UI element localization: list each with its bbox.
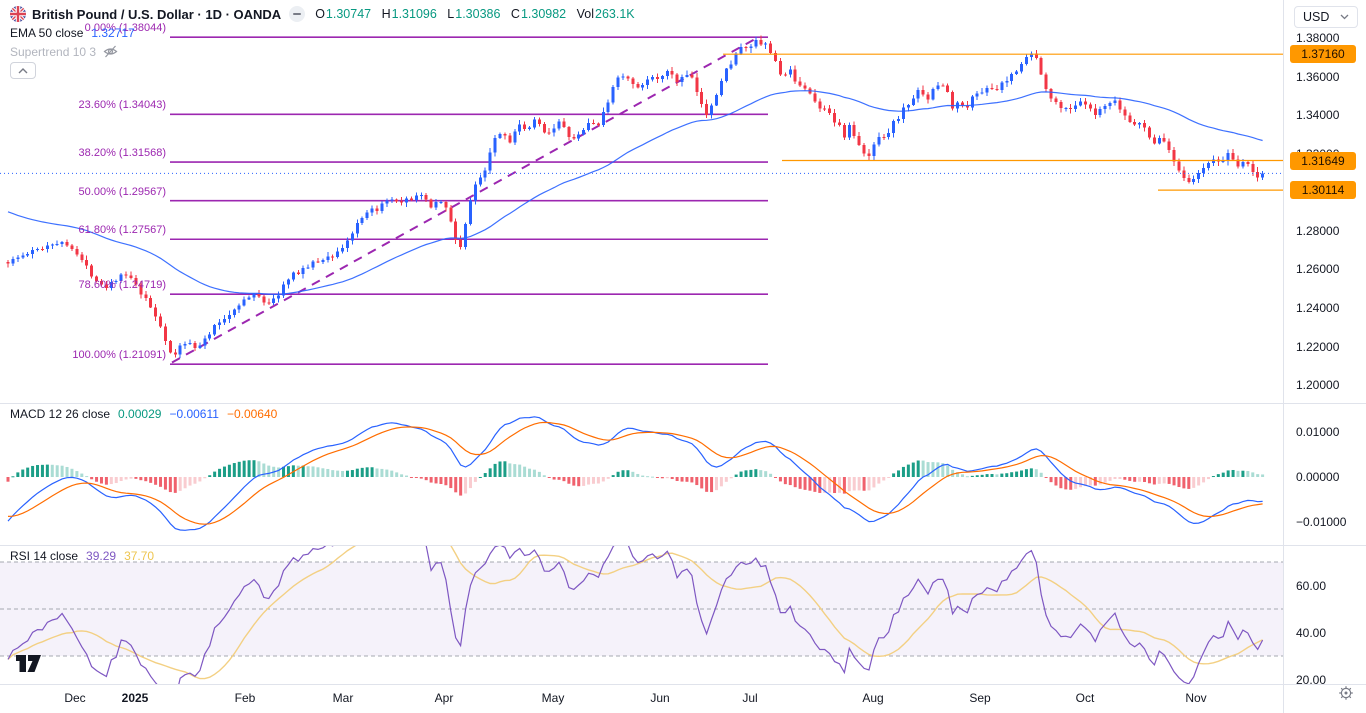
chevron-down-icon [1340,14,1349,20]
close-value: 1.30982 [520,7,567,21]
macd-tick-label: 0.01000 [1296,425,1340,439]
rsi-tick-label: 60.00 [1296,578,1327,593]
currency-selector[interactable]: USD [1294,6,1358,28]
low-value: 1.30386 [455,7,501,21]
high-label: H [381,7,391,21]
open-label: O [315,7,325,21]
rsi-tick-label: 40.00 [1296,625,1327,640]
price-level-badge: 1.31649 [1290,151,1356,170]
fib-level-label: 100.00% (1.21091) [72,349,166,362]
fib-level-label: 61.80% (1.27567) [78,224,166,237]
symbol-title: British Pound / U.S. Dollar · 1D · OANDA [32,6,282,22]
time-axis-label: Oct [1075,691,1095,705]
time-axis-label: Apr [434,691,454,705]
price-tick-label: 1.28000 [1296,223,1340,238]
tradingview-logo[interactable] [16,655,42,678]
price-level-badge: 1.30114 [1290,181,1356,200]
time-axis-label: 2025 [121,691,149,705]
volume-value: 263.1K [595,7,635,21]
price-tick-label: 1.20000 [1296,378,1340,393]
time-axis-label: Aug [862,691,884,705]
rsi-legend-title: RSI 14 close [10,549,79,563]
source-icon [289,6,306,22]
macd-legend-title: MACD 12 26 close [10,407,111,421]
rsi-legend[interactable]: RSI 14 close 39.29 37.70 [10,549,162,563]
ohlc-values: O1.30747 H1.31096 L1.30386 C1.30982 Vol2… [315,7,634,21]
close-label: C [510,7,520,21]
price-tick-label: 1.22000 [1296,339,1340,354]
high-value: 1.31096 [391,7,437,21]
ema-legend[interactable]: EMA 50 close 1.32717 [10,26,143,40]
gbp-flag-icon [10,6,26,22]
macd-signal-value: −0.00640 [226,407,278,421]
price-tick-label: 1.36000 [1296,69,1340,84]
rsi-value: 39.29 [86,549,117,563]
fib-level-label: 50.00% (1.29567) [78,185,166,198]
macd-legend[interactable]: MACD 12 26 close 0.00029 −0.00611 −0.006… [10,407,285,421]
price-level-badge: 1.37160 [1290,45,1356,64]
ema-legend-title: EMA 50 close [10,26,84,40]
price-tick-label: 1.26000 [1296,262,1340,277]
macd-tick-label: 0.00000 [1296,470,1340,484]
open-value: 1.30747 [325,7,372,21]
price-tick-label: 1.24000 [1296,301,1340,316]
macd-hist-value: 0.00029 [118,407,162,421]
volume-label: Vol [576,7,595,21]
time-axis-label: Jul [742,691,758,705]
fib-level-label: 78.60% (1.24719) [78,279,166,292]
low-label: L [447,7,455,21]
price-tick-label: 1.34000 [1296,108,1340,123]
currency-label: USD [1303,10,1330,24]
collapse-legend-button[interactable] [10,62,36,79]
macd-line-value: −0.00611 [169,407,219,421]
ema-legend-value: 1.32717 [91,26,135,40]
time-axis-label: Dec [64,691,86,705]
supertrend-legend[interactable]: Supertrend 10 3 [10,44,118,59]
time-axis-label: Jun [650,691,670,705]
time-axis-label: Nov [1185,691,1207,705]
price-tick-label: 1.38000 [1296,31,1340,45]
symbol-legend[interactable]: British Pound / U.S. Dollar · 1D · OANDA… [10,6,635,22]
fib-level-label: 0.00% (1.38044) [84,22,166,35]
time-axis-label: Mar [332,691,354,705]
rsi-ma-value: 37.70 [124,549,155,563]
time-axis-label: May [541,691,565,705]
fib-level-label: 38.20% (1.31568) [78,147,166,160]
fib-level-label: 23.60% (1.34043) [78,99,166,112]
macd-tick-label: −0.01000 [1296,515,1347,529]
time-axis-label: Sep [969,691,991,705]
eye-hidden-icon[interactable] [103,44,118,59]
rsi-tick-label: 20.00 [1296,672,1327,687]
supertrend-legend-title: Supertrend 10 3 [10,44,97,59]
axis-settings-gear-icon[interactable] [1338,685,1356,703]
time-axis-label: Feb [234,691,256,705]
